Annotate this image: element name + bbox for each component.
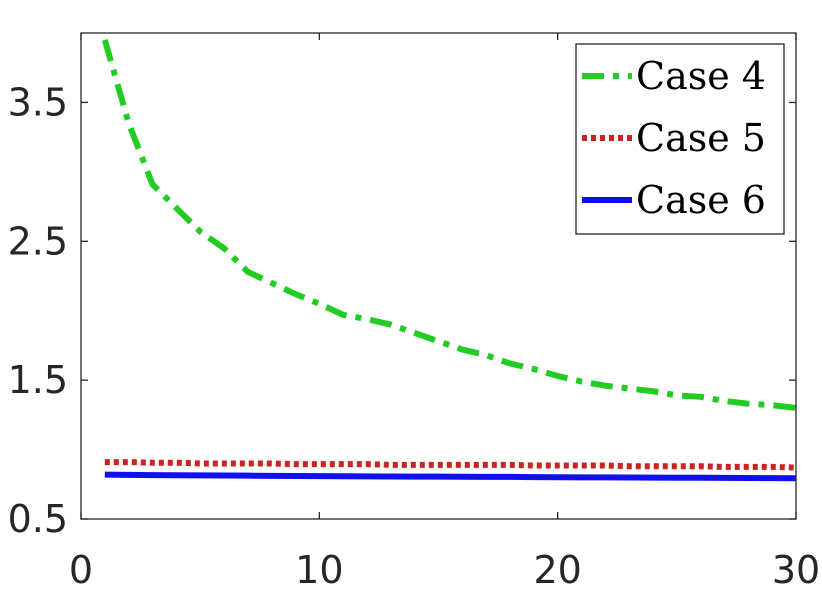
x-tick-label: 0 — [69, 548, 93, 585]
series-line-case-4 — [101, 39, 797, 411]
y-tick-label: 0.5 — [8, 497, 68, 541]
series-line-case-6 — [104, 471, 797, 482]
legend-label-case-5: Case 5 — [636, 116, 766, 160]
plot-frame — [80, 32, 797, 520]
x-tick-label: 10 — [295, 548, 343, 585]
legend-label-case-4: Case 4 — [636, 54, 766, 98]
series-line-case-5 — [104, 459, 797, 471]
y-tick-label: 2.5 — [8, 219, 68, 263]
series-layer — [101, 39, 797, 482]
y-tick-label: 1.5 — [8, 358, 68, 402]
y-tick-label: 3.5 — [8, 80, 68, 124]
ticks-layer: 0 10 20 30 0.5 1.5 2.5 3.5 — [8, 33, 820, 590]
x-tick-label: 30 — [772, 548, 820, 585]
x-tick-label: 20 — [533, 548, 581, 585]
legend-label-case-6: Case 6 — [636, 178, 766, 222]
legend: Case 4 Case 5 Case 6 — [575, 43, 785, 235]
